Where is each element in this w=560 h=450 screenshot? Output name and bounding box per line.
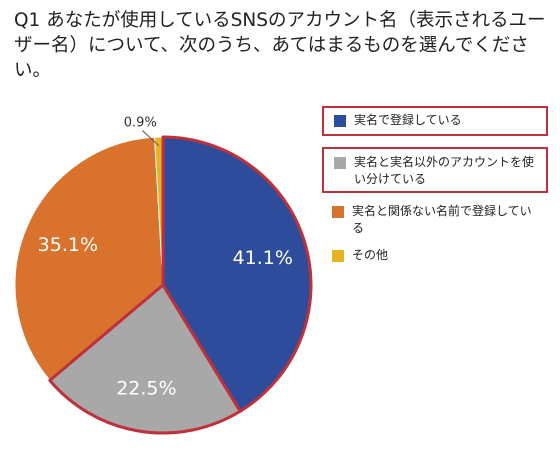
legend-label: その他: [352, 248, 389, 262]
legend-item-2: 実名と関係ない名前で登録している: [322, 199, 548, 239]
legend-label: 実名と実名以外のアカウントを使い分けている: [354, 155, 535, 186]
data-label-leader-line: [141, 130, 160, 147]
legend-item-3: その他: [322, 247, 548, 271]
data-label-2: 35.1%: [38, 234, 98, 256]
legend: 実名で登録している実名と実名以外のアカウントを使い分けている 実名と関係ない名前で…: [322, 106, 548, 271]
legend-swatch: [334, 115, 346, 127]
slice-highlight-outline-1: [48, 283, 242, 435]
legend-label: 実名と関係ない名前で登録している: [352, 204, 532, 235]
legend-swatch: [332, 250, 344, 262]
pie-slice-2: [14, 136, 164, 382]
legend-swatch: [334, 157, 346, 169]
slice-highlight-outline-0: [161, 135, 313, 413]
data-label-1: 22.5%: [116, 377, 176, 399]
data-label-3: 0.9%: [124, 115, 157, 130]
chart-title: Q1 あなたが使用しているSNSのアカウント名（表示されるユーザー名）について、…: [14, 10, 546, 81]
data-label-0: 41.1%: [233, 247, 293, 269]
legend-label: 実名で登録している: [354, 113, 462, 127]
legend-item-0: 実名で登録している: [322, 106, 548, 136]
legend-item-1: 実名と実名以外のアカウントを使い分けている: [322, 147, 548, 193]
legend-swatch: [332, 206, 344, 218]
